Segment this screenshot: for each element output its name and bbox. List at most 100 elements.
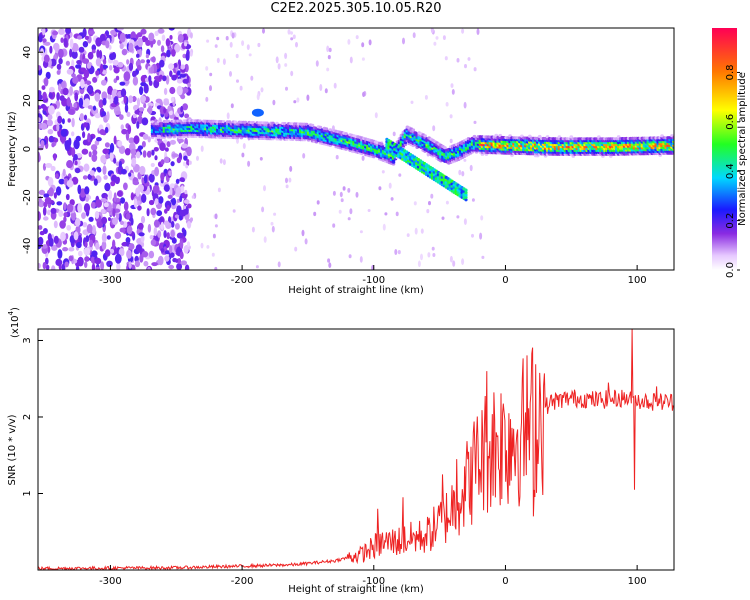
spectrogram-cell [185,52,190,61]
spectrogram-cell [43,77,49,87]
spectrogram-cell [165,38,171,47]
spectrogram-cell [430,193,434,199]
spectrogram-cell [186,146,192,157]
spectrogram-cell [205,66,209,71]
spectrogram-cell [80,78,85,89]
spectrogram-cell [116,190,123,197]
spectrogram-cell [277,63,281,70]
spectrogram-cell [43,54,50,63]
spectrogram-cell [123,71,131,82]
spectrogram-cell [69,48,73,58]
spectrogram-cell [104,249,111,257]
spectrogram-cell [97,167,102,173]
spectrogram-cell [130,192,135,201]
spectrogram-cell [76,60,82,65]
spectrogram-cell [231,32,235,39]
spectrogram-cell [107,85,113,96]
spectrogram-cell [82,222,88,228]
spectrogram-cell [82,58,90,64]
spectrogram-cell [456,58,460,63]
spectrogram-cell [56,70,61,75]
snr-x-tick-label: 0 [502,576,508,587]
spectrogram-cell [164,250,171,255]
spectrogram-cell [90,144,98,151]
spectrogram-cell [135,244,143,253]
spectrogram-cell [59,220,66,229]
spectrogram-cell [180,260,187,266]
spectrogram-cell [261,206,265,213]
spectrogram-cell [85,235,90,243]
spectrogram-cell [481,255,485,259]
spectrogram-cell [103,202,109,208]
spectrogram-cell [270,221,274,226]
spectrogram-cell [140,95,147,103]
spectrogram-cell [75,64,82,69]
spectrogram-cell [61,81,66,89]
spectrogram-cell [84,256,90,262]
spectrogram-cell [69,38,74,49]
spectrogram-cell [148,199,155,206]
spectrogram-cell [134,110,140,115]
spectrogram-cell [138,107,145,112]
spectrogram-cell [140,59,146,64]
spectrogram-cell [464,195,468,199]
spectrogram-cell [116,262,121,270]
spectrogram-cell [77,35,83,40]
spectrogram-cell [168,63,175,70]
spectrogram-cell [464,191,468,195]
spectrogram-cell [171,237,177,244]
spectrogram-cell [184,113,190,119]
spectrogram-cell [138,111,143,118]
spectrogram-cell [326,67,330,72]
spectrogram-cell [78,46,85,53]
spectrogram-cell [313,211,317,217]
spectrogram-cell [82,139,88,146]
spectrogram-x-tick-label: -300 [99,275,122,286]
spectrogram-cell [61,263,66,270]
spectrogram-cell [295,41,298,48]
spectrogram-cell [45,264,50,270]
spectrogram-cell [66,68,74,75]
spectrogram-cell [132,113,137,119]
spectrogram-cell [42,38,47,43]
spectrogram-cell [65,28,72,35]
spectrogram-cell [38,262,41,269]
spectrogram-cell [420,228,424,234]
spectrogram-cell [275,56,279,64]
spectrogram-cell [152,184,160,194]
spectrogram-cell [57,249,63,259]
spectrogram-cell [262,28,265,34]
spectrogram-cell [153,226,158,237]
spectrogram-cell [285,184,289,189]
spectrogram-cell [379,142,384,146]
spectrogram-cell [53,220,58,229]
spectrogram-cell [74,167,81,174]
spectrogram-cell [161,34,166,42]
spectrogram-cell [119,197,126,204]
spectrogram-cell [58,48,64,59]
spectrogram-cell [113,157,117,164]
spectrogram-cell [272,99,276,106]
spectrogram-y-tick-label: -20 [22,189,33,205]
spectrogram-cell [41,28,46,36]
spectrogram-cell [103,175,108,180]
spectrogram-cells [38,28,674,270]
spectrogram-cell [87,105,93,110]
spectrogram-cell [394,249,398,255]
spectrogram-cell [256,93,260,101]
spectrogram-cell [333,82,337,89]
snr-y-label: SNR (10 * v/v) [7,414,18,485]
spectrogram-cell [319,84,323,91]
spectrogram-cell [187,203,192,209]
spectrogram-cell [125,237,131,244]
spectrogram-cell [289,165,293,172]
spectrogram-cell [108,217,111,222]
spectrogram-cell [200,145,204,152]
spectrogram-cell [344,132,348,136]
spectrogram-cell [324,88,328,94]
spectrogram-cell [473,67,477,72]
spectrogram-cell [184,189,188,195]
spectrogram-cell [128,243,135,250]
spectrogram-cell [159,59,165,68]
colorbar-label: Normalized spectral amplitude [737,72,748,226]
